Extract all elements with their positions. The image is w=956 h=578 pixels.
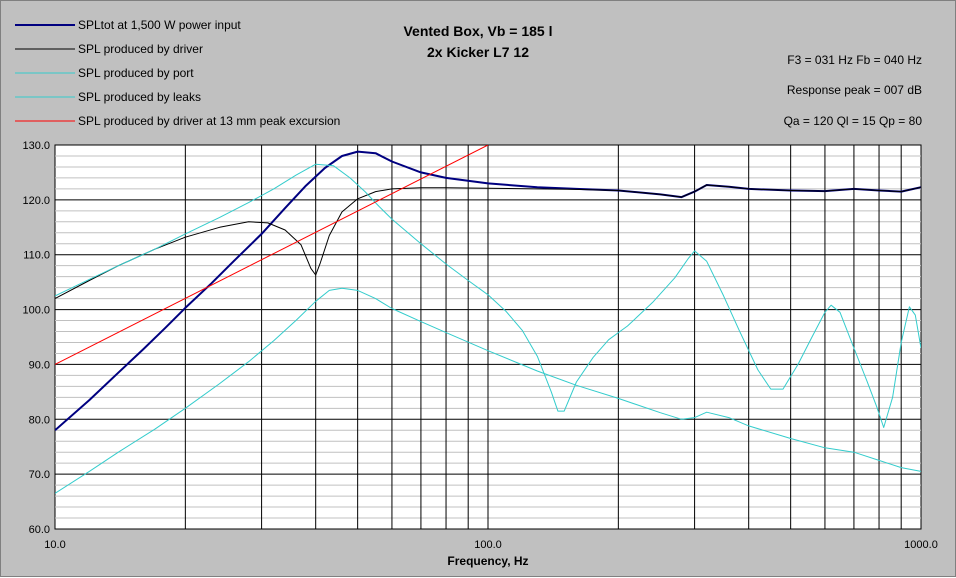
ticks: 60.0 70.0 80.0 90.0 100.0 110.0 120.0 130.0 10.0… (22, 140, 937, 551)
chart-subtitle: 2x Kicker L7 12 (427, 44, 529, 60)
grid (55, 144, 921, 530)
y-tick-label: 70.0 (29, 469, 50, 481)
annotation-f3-fb: F3 = 031 Hz Fb = 040 Hz (787, 53, 922, 67)
x-tick-label: 1000.0 (904, 539, 938, 551)
y-tick-label: 110.0 (23, 250, 50, 262)
y-tick-label: 60.0 (29, 524, 50, 536)
chart-title: Vented Box, Vb = 185 l (403, 23, 552, 39)
series-group (55, 145, 921, 494)
series-line-2 (55, 184, 921, 300)
legend-label: SPL produced by driver at 13 mm peak exc… (78, 114, 340, 128)
legend: SPLtot at 1,500 W power input SPL produce… (15, 18, 340, 128)
series-line-5 (55, 145, 489, 365)
annotation-q-values: Qa = 120 Ql = 15 Qp = 80 (784, 114, 923, 128)
y-tick-label: 130.0 (22, 140, 50, 152)
legend-label: SPL produced by leaks (78, 90, 201, 104)
y-tick-label: 80.0 (29, 414, 50, 426)
legend-label: SPL produced by port (78, 66, 194, 80)
legend-label: SPLtot at 1,500 W power input (78, 18, 241, 32)
x-tick-label: 10.0 (44, 539, 65, 551)
series-line-4 (55, 287, 921, 494)
legend-label: SPL produced by driver (78, 42, 203, 56)
x-tick-label: 100.0 (474, 539, 502, 551)
x-axis-title: Frequency, Hz (447, 554, 528, 568)
y-tick-label: 120.0 (22, 195, 50, 207)
series-line-3 (55, 163, 921, 428)
y-tick-label: 100.0 (22, 305, 50, 317)
y-tick-label: 90.0 (29, 359, 50, 371)
annotation-response-peak: Response peak = 007 dB (787, 83, 922, 97)
